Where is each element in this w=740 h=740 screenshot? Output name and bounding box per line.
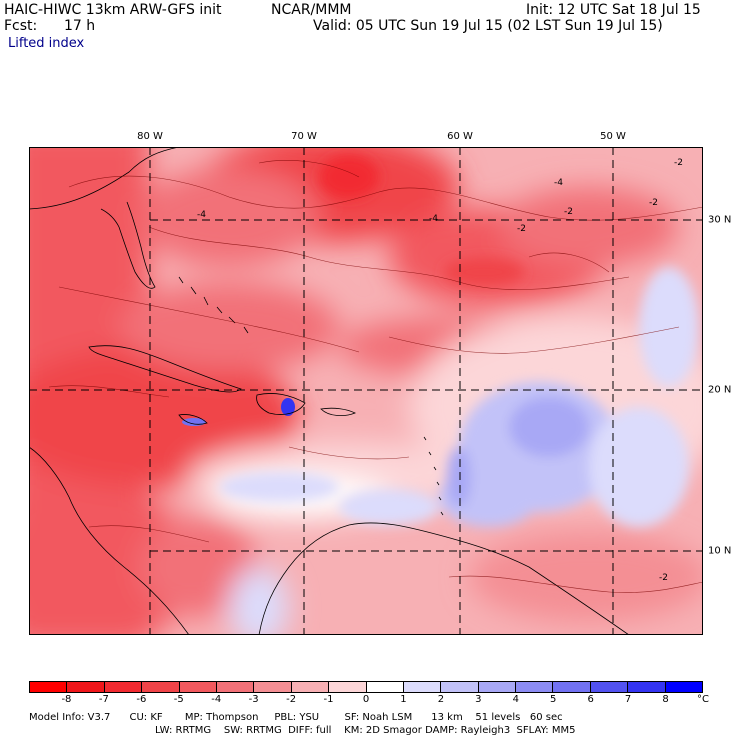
contour-label: -4 — [429, 214, 438, 224]
legend-tick-label: 2 — [437, 694, 445, 705]
forecast-label: Fcst: — [4, 18, 38, 34]
init-time: Init: 12 UTC Sat 18 Jul 15 — [526, 2, 701, 18]
contour-label: -2 — [674, 158, 683, 168]
color-legend — [29, 681, 703, 693]
legend-swatch — [665, 682, 703, 692]
contour-label: -4 — [197, 210, 206, 220]
map-frame — [29, 147, 703, 635]
legend-swatch — [516, 682, 554, 692]
lat-label-20n: 20 N — [708, 384, 732, 396]
legend-swatch — [403, 682, 442, 692]
legend-swatch — [478, 682, 517, 692]
legend-tick-label: 0 — [362, 694, 370, 705]
contour-label: -2 — [659, 573, 668, 583]
legend-tick-label: -4 — [211, 694, 222, 705]
model-info-line1: Model Info: V3.7 CU: KF MP: Thompson PBL… — [29, 712, 563, 723]
lifted-index-map: -2 -2 -2 -4 -4 -4 -2 -2 — [29, 147, 703, 635]
contour-label: -2 — [649, 198, 658, 208]
lifted-index-contours — [48, 160, 703, 593]
field-name: Lifted index — [8, 36, 85, 51]
legend-swatch — [553, 682, 591, 692]
legend-tick-label: -8 — [61, 694, 72, 705]
legend-tick-label: -7 — [98, 694, 109, 705]
contour-value-labels: -2 -2 -2 -4 -4 -4 -2 -2 — [197, 158, 683, 583]
legend-tick-label: -1 — [323, 694, 334, 705]
legend-swatch — [179, 682, 217, 692]
contour-label: -4 — [554, 178, 563, 188]
contour-label: -2 — [517, 224, 526, 234]
legend-tick-label: 4 — [512, 694, 519, 705]
lon-label-60w: 60 W — [447, 131, 473, 142]
lat-lon-grid — [29, 147, 703, 635]
legend-swatch — [329, 682, 367, 692]
legend-swatch — [67, 682, 105, 692]
legend-tick-label: -3 — [248, 694, 259, 705]
legend-tick-label: 1 — [400, 694, 407, 705]
legend-swatch — [254, 682, 292, 692]
legend-swatch — [441, 682, 479, 692]
coastlines — [29, 147, 630, 635]
model-info-line2: LW: RRTMG SW: RRTMG DIFF: full KM: 2D Sm… — [155, 725, 576, 736]
legend-swatch — [216, 682, 255, 692]
legend-labels: -8 -7 -6 -5 -4 -3 -2 -1 0 1 2 3 4 5 6 7 8 — [29, 694, 703, 706]
legend-swatch — [291, 682, 330, 692]
legend-tick-label: -6 — [136, 694, 147, 705]
legend-tick-label: 6 — [587, 694, 594, 705]
legend-tick-label: 8 — [662, 694, 669, 705]
legend-tick-label: -5 — [173, 694, 184, 705]
lon-label-70w: 70 W — [291, 131, 317, 142]
legend-swatch — [628, 682, 666, 692]
lon-label-50w: 50 W — [600, 131, 626, 142]
legend-swatch — [366, 682, 404, 692]
title-left: HAIC-HIWC 13km ARW-GFS init — [4, 2, 222, 18]
valid-time: Valid: 05 UTC Sun 19 Jul 15 (02 LST Sun … — [313, 18, 663, 34]
legend-tick-label: 7 — [624, 694, 632, 705]
legend-unit: °C — [697, 694, 709, 705]
legend-tick-label: 5 — [550, 694, 557, 705]
org-label: NCAR/MMM — [271, 2, 352, 18]
forecast-hour: 17 h — [64, 18, 96, 34]
field-shading — [29, 147, 703, 635]
lon-label-80w: 80 W — [137, 131, 163, 142]
legend-swatch — [590, 682, 629, 692]
legend-swatch — [104, 682, 143, 692]
legend-tick-label: -2 — [286, 694, 297, 705]
lat-label-10n: 10 N — [708, 545, 732, 557]
legend-tick-label: 3 — [475, 694, 482, 705]
contour-label: -2 — [564, 207, 573, 217]
lat-label-30n: 30 N — [708, 214, 732, 226]
legend-swatch — [142, 682, 180, 692]
legend-swatch — [30, 682, 68, 692]
